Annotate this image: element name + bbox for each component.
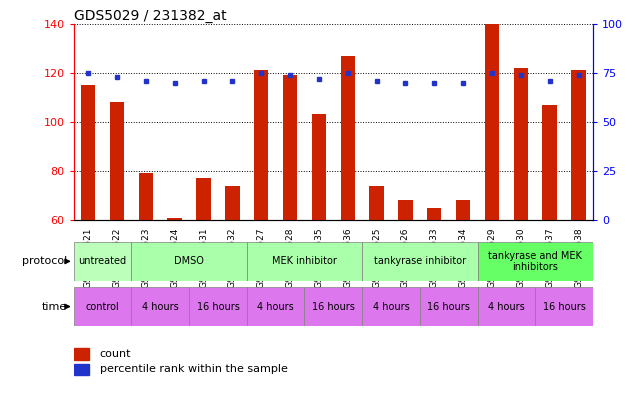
Bar: [196, 178, 211, 220]
Text: 16 hours: 16 hours: [428, 301, 470, 312]
Bar: [420, 287, 478, 326]
Text: tankyrase and MEK
inhibitors: tankyrase and MEK inhibitors: [488, 251, 582, 272]
Bar: [225, 185, 240, 220]
Text: 4 hours: 4 hours: [257, 301, 294, 312]
Bar: [340, 55, 355, 220]
Bar: [312, 114, 326, 220]
Bar: [74, 364, 89, 375]
Bar: [485, 24, 499, 220]
Bar: [247, 242, 362, 281]
Bar: [369, 185, 384, 220]
Text: GDS5029 / 231382_at: GDS5029 / 231382_at: [74, 9, 226, 22]
Text: percentile rank within the sample: percentile rank within the sample: [100, 364, 288, 375]
Bar: [362, 242, 478, 281]
Text: MEK inhibitor: MEK inhibitor: [272, 256, 337, 266]
Text: time: time: [42, 301, 67, 312]
Text: untreated: untreated: [78, 256, 127, 266]
Bar: [110, 102, 124, 220]
Bar: [74, 348, 89, 360]
Bar: [542, 105, 557, 220]
Text: DMSO: DMSO: [174, 256, 204, 266]
Bar: [571, 70, 586, 220]
Bar: [513, 68, 528, 220]
Text: control: control: [86, 301, 119, 312]
Bar: [131, 287, 189, 326]
Bar: [138, 173, 153, 220]
Bar: [398, 200, 413, 220]
Bar: [247, 287, 304, 326]
Text: 4 hours: 4 hours: [372, 301, 410, 312]
Bar: [478, 287, 535, 326]
Bar: [535, 287, 593, 326]
Bar: [283, 75, 297, 220]
Bar: [74, 242, 131, 281]
Bar: [81, 85, 96, 220]
Bar: [478, 242, 593, 281]
Text: protocol: protocol: [22, 256, 67, 266]
Bar: [167, 218, 182, 220]
Bar: [74, 287, 131, 326]
Text: tankyrase inhibitor: tankyrase inhibitor: [374, 256, 466, 266]
Text: count: count: [100, 349, 131, 359]
Bar: [254, 70, 269, 220]
Bar: [362, 287, 420, 326]
Text: 16 hours: 16 hours: [543, 301, 585, 312]
Bar: [189, 287, 247, 326]
Bar: [456, 200, 470, 220]
Text: 16 hours: 16 hours: [312, 301, 354, 312]
Text: 4 hours: 4 hours: [488, 301, 525, 312]
Text: 16 hours: 16 hours: [197, 301, 239, 312]
Bar: [427, 208, 442, 220]
Bar: [131, 242, 247, 281]
Bar: [304, 287, 362, 326]
Text: 4 hours: 4 hours: [142, 301, 179, 312]
